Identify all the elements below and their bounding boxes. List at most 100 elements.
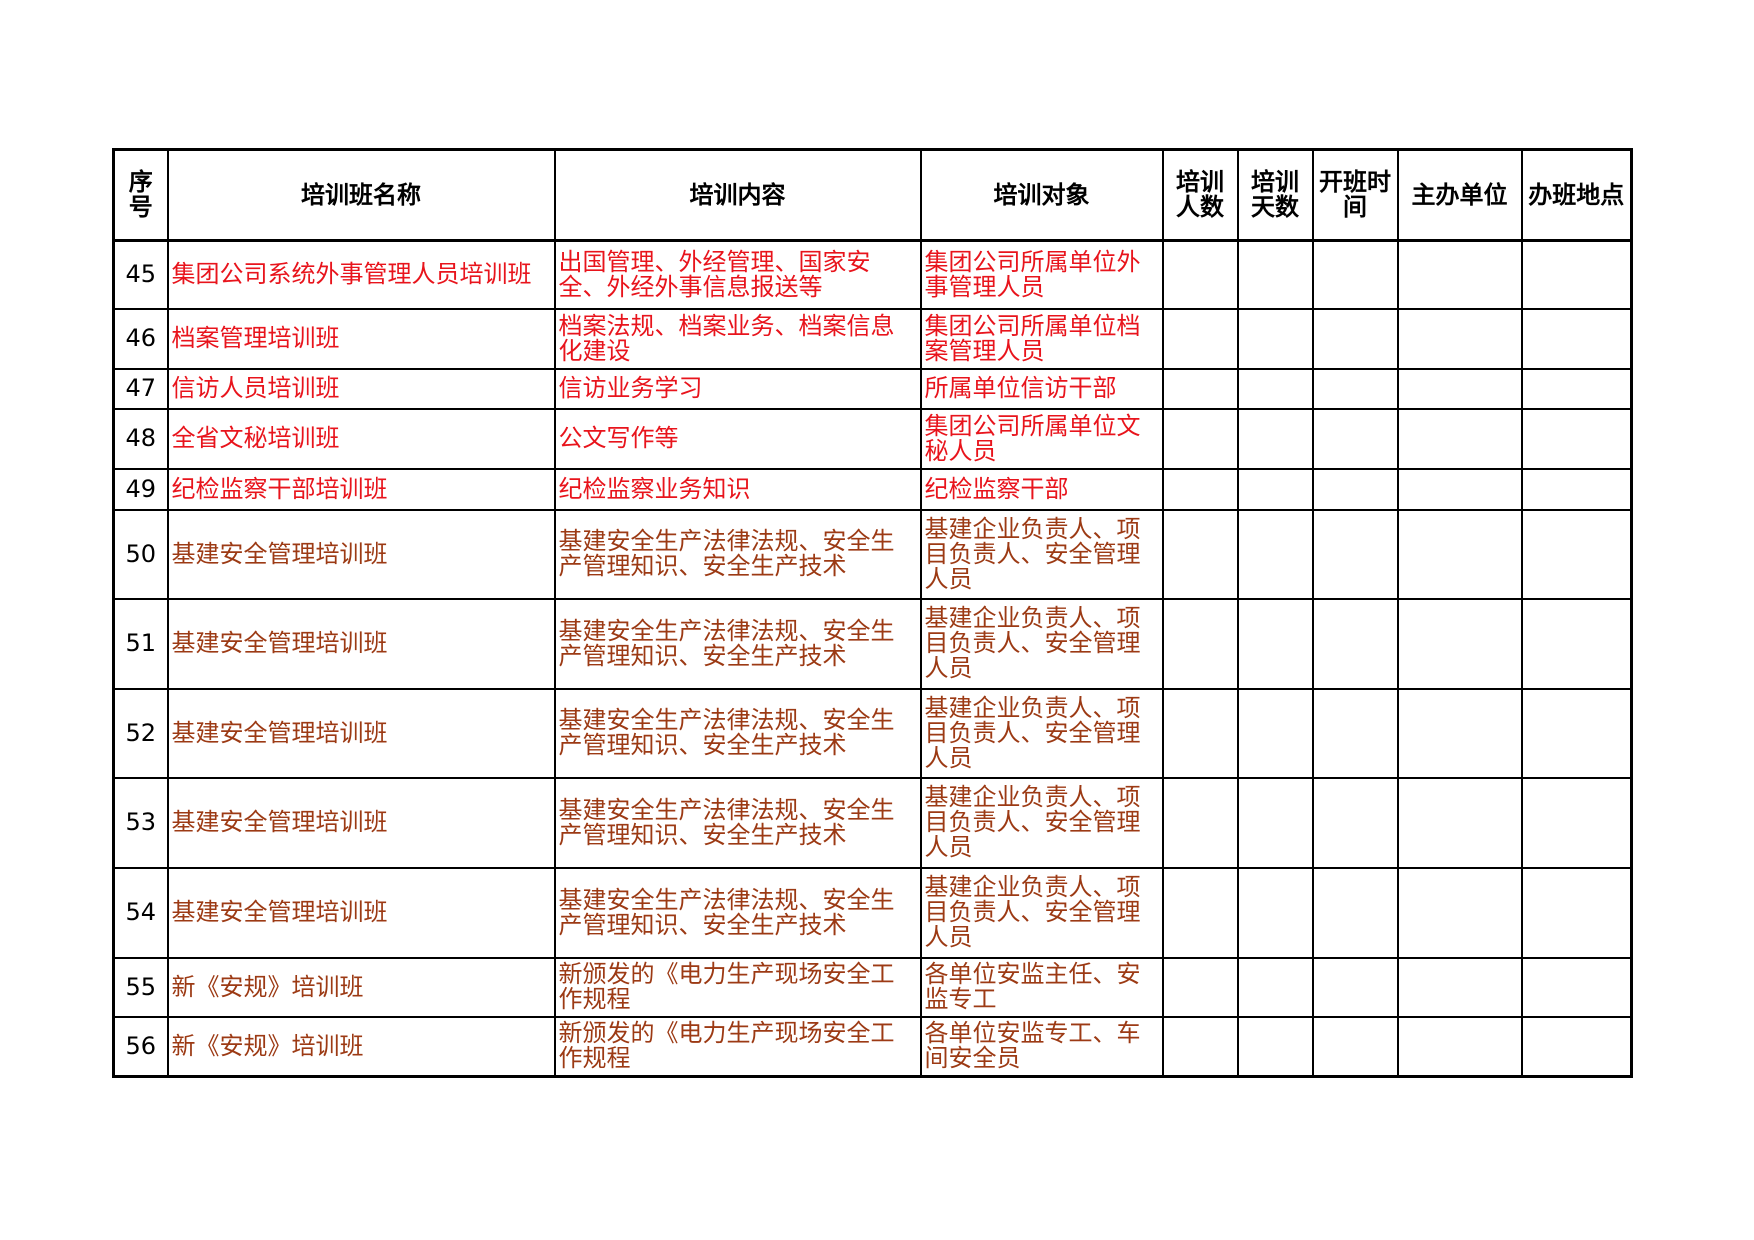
cell: 纪检监察业务知识 bbox=[553, 467, 922, 511]
empty-cell bbox=[1236, 687, 1314, 779]
header-cell: 序号 bbox=[112, 148, 169, 242]
cell: 基建企业负责人、项目负责人、安全管理人员 bbox=[919, 508, 1164, 600]
cell: 全省文秘培训班 bbox=[166, 407, 556, 470]
cell: 新《安规》培训班 bbox=[166, 956, 556, 1018]
empty-cell bbox=[1236, 508, 1314, 600]
cell: 纪检监察干部培训班 bbox=[166, 467, 556, 511]
empty-cell bbox=[1311, 1015, 1399, 1078]
row-number: 47 bbox=[112, 367, 169, 410]
cell: 所属单位信访干部 bbox=[919, 367, 1164, 410]
table-row: 49 纪检监察干部培训班 纪检监察业务知识 纪检监察干部 bbox=[112, 467, 1633, 511]
table-row: 51 基建安全管理培训班 基建安全生产法律法规、安全生产管理知识、安全生产技术 基建企… bbox=[112, 597, 1633, 690]
empty-cell bbox=[1161, 597, 1239, 690]
cell: 档案管理培训班 bbox=[166, 307, 556, 370]
cell: 集团公司所属单位文秘人员 bbox=[919, 407, 1164, 470]
cell: 基建安全管理培训班 bbox=[166, 597, 556, 690]
empty-cell bbox=[1236, 956, 1314, 1018]
row-number: 52 bbox=[112, 687, 169, 779]
cell: 集团公司系统外事管理人员培训班 bbox=[166, 239, 556, 310]
training-table: 序号 培训班名称 培训内容 培训对象 培训人数 培训天数 开班时间 主办单位 办班地点 45 集团… bbox=[112, 148, 1633, 1078]
header-cell: 培训人数 bbox=[1161, 148, 1239, 242]
cell: 新《安规》培训班 bbox=[166, 1015, 556, 1078]
header-cell: 办班地点 bbox=[1520, 148, 1633, 242]
empty-cell bbox=[1520, 1015, 1633, 1078]
cell: 基建企业负责人、项目负责人、安全管理人员 bbox=[919, 687, 1164, 779]
table-row: 55 新《安规》培训班 新颁发的《电力生产现场安全工作规程 各单位安监主任、安监专工 bbox=[112, 956, 1633, 1018]
row-number: 54 bbox=[112, 866, 169, 959]
cell: 集团公司所属单位外事管理人员 bbox=[919, 239, 1164, 310]
empty-cell bbox=[1236, 239, 1314, 310]
empty-cell bbox=[1396, 776, 1523, 869]
header-cell: 主办单位 bbox=[1396, 148, 1523, 242]
table-row: 48 全省文秘培训班 公文写作等 集团公司所属单位文秘人员 bbox=[112, 407, 1633, 470]
empty-cell bbox=[1311, 597, 1399, 690]
row-number: 55 bbox=[112, 956, 169, 1018]
empty-cell bbox=[1161, 508, 1239, 600]
empty-cell bbox=[1311, 687, 1399, 779]
header-cell: 培训天数 bbox=[1236, 148, 1314, 242]
empty-cell bbox=[1161, 239, 1239, 310]
row-number: 49 bbox=[112, 467, 169, 511]
empty-cell bbox=[1236, 407, 1314, 470]
cell: 基建安全生产法律法规、安全生产管理知识、安全生产技术 bbox=[553, 597, 922, 690]
empty-cell bbox=[1161, 1015, 1239, 1078]
empty-cell bbox=[1236, 597, 1314, 690]
empty-cell bbox=[1396, 1015, 1523, 1078]
empty-cell bbox=[1161, 467, 1239, 511]
empty-cell bbox=[1396, 407, 1523, 470]
table-row: 50 基建安全管理培训班 基建安全生产法律法规、安全生产管理知识、安全生产技术 基建企… bbox=[112, 508, 1633, 600]
empty-cell bbox=[1311, 239, 1399, 310]
empty-cell bbox=[1520, 239, 1633, 310]
cell: 公文写作等 bbox=[553, 407, 922, 470]
cell: 纪检监察干部 bbox=[919, 467, 1164, 511]
empty-cell bbox=[1520, 597, 1633, 690]
empty-cell bbox=[1311, 307, 1399, 370]
empty-cell bbox=[1396, 239, 1523, 310]
empty-cell bbox=[1520, 956, 1633, 1018]
empty-cell bbox=[1236, 1015, 1314, 1078]
empty-cell bbox=[1311, 956, 1399, 1018]
empty-cell bbox=[1520, 307, 1633, 370]
empty-cell bbox=[1396, 597, 1523, 690]
cell: 基建安全生产法律法规、安全生产管理知识、安全生产技术 bbox=[553, 687, 922, 779]
cell: 新颁发的《电力生产现场安全工作规程 bbox=[553, 1015, 922, 1078]
empty-cell bbox=[1396, 866, 1523, 959]
header-row: 序号 培训班名称 培训内容 培训对象 培训人数 培训天数 开班时间 主办单位 办班地点 bbox=[112, 148, 1633, 242]
empty-cell bbox=[1161, 687, 1239, 779]
cell: 基建安全管理培训班 bbox=[166, 508, 556, 600]
table-row: 53 基建安全管理培训班 基建安全生产法律法规、安全生产管理知识、安全生产技术 基建企… bbox=[112, 776, 1633, 869]
empty-cell bbox=[1520, 367, 1633, 410]
empty-cell bbox=[1161, 307, 1239, 370]
row-number: 56 bbox=[112, 1015, 169, 1078]
cell: 基建企业负责人、项目负责人、安全管理人员 bbox=[919, 776, 1164, 869]
empty-cell bbox=[1520, 407, 1633, 470]
row-number: 53 bbox=[112, 776, 169, 869]
cell: 集团公司所属单位档案管理人员 bbox=[919, 307, 1164, 370]
cell: 基建安全生产法律法规、安全生产管理知识、安全生产技术 bbox=[553, 776, 922, 869]
empty-cell bbox=[1520, 467, 1633, 511]
empty-cell bbox=[1161, 866, 1239, 959]
empty-cell bbox=[1396, 687, 1523, 779]
empty-cell bbox=[1236, 467, 1314, 511]
empty-cell bbox=[1236, 367, 1314, 410]
row-number: 46 bbox=[112, 307, 169, 370]
empty-cell bbox=[1311, 776, 1399, 869]
empty-cell bbox=[1396, 307, 1523, 370]
row-number: 45 bbox=[112, 239, 169, 310]
empty-cell bbox=[1161, 407, 1239, 470]
cell: 基建安全生产法律法规、安全生产管理知识、安全生产技术 bbox=[553, 866, 922, 959]
table-row: 46 档案管理培训班 档案法规、档案业务、档案信息化建设 集团公司所属单位档案管理人员 bbox=[112, 307, 1633, 370]
empty-cell bbox=[1396, 508, 1523, 600]
empty-cell bbox=[1161, 776, 1239, 869]
row-number: 48 bbox=[112, 407, 169, 470]
empty-cell bbox=[1161, 367, 1239, 410]
header-cell: 培训班名称 bbox=[166, 148, 556, 242]
empty-cell bbox=[1236, 866, 1314, 959]
cell: 各单位安监专工、车间安全员 bbox=[919, 1015, 1164, 1078]
table-row: 52 基建安全管理培训班 基建安全生产法律法规、安全生产管理知识、安全生产技术 基建企… bbox=[112, 687, 1633, 779]
empty-cell bbox=[1161, 956, 1239, 1018]
cell: 基建安全生产法律法规、安全生产管理知识、安全生产技术 bbox=[553, 508, 922, 600]
cell: 新颁发的《电力生产现场安全工作规程 bbox=[553, 956, 922, 1018]
empty-cell bbox=[1236, 776, 1314, 869]
